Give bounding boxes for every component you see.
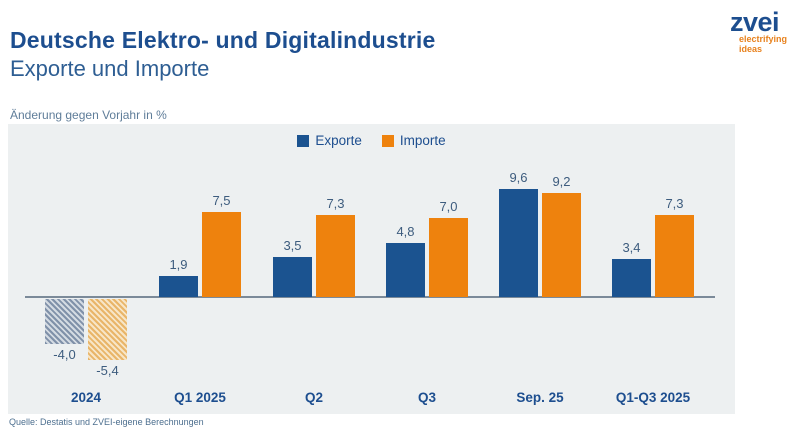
- bar-exporte-Sep. 25: [499, 189, 538, 297]
- bar-importe-Q2: [316, 215, 355, 297]
- bar-exporte-2024: [45, 299, 84, 344]
- x-axis-label-Q2: Q2: [304, 390, 323, 405]
- bar-importe-2024: [88, 299, 127, 360]
- x-axis-label-Q3: Q3: [417, 390, 436, 405]
- value-label-exporte-Q2: 3,5: [283, 238, 302, 253]
- zvei-logo-wordmark: zvei: [730, 7, 780, 37]
- zvei-tagline-line2: ideas: [739, 43, 763, 54]
- value-label-importe-Sep. 25: 9,2: [552, 174, 571, 189]
- value-label-exporte-2024: -4,0: [53, 347, 76, 362]
- x-axis-label-2024: 2024: [70, 390, 102, 405]
- value-label-exporte-Q1 2025: 1,9: [169, 257, 188, 272]
- x-axis-label-Sep. 25: Sep. 25: [516, 390, 564, 405]
- bar-importe-Q1-Q3 2025: [655, 215, 694, 297]
- value-label-importe-Q1-Q3 2025: 7,3: [665, 196, 684, 211]
- value-label-importe-Q3: 7,0: [439, 199, 458, 214]
- page-title: Deutsche Elektro- und Digitalindustrie: [10, 27, 436, 53]
- chart-panel: Exporte Importe -4,0 1,9 3,5 4,8 9,6 3,4 -5,4 7…: [8, 124, 735, 414]
- zero-axis-line: [25, 296, 715, 298]
- bar-exporte-Q3: [386, 243, 425, 297]
- zvei-logo: zvei electrifying ideas: [730, 7, 788, 54]
- source-note: Quelle: Destatis und ZVEI-eigene Berechn…: [9, 417, 204, 427]
- value-label-importe-2024: -5,4: [96, 363, 119, 378]
- legend-label-exporte: Exporte: [315, 133, 362, 148]
- value-label-exporte-Sep. 25: 9,6: [509, 170, 528, 185]
- value-label-importe-Q1 2025: 7,5: [212, 193, 231, 208]
- bar-importe-Sep. 25: [542, 193, 581, 297]
- plot-area: -4,0 1,9 3,5 4,8 9,6 3,4 -5,4 7,5 7,3 7,0 9,2 7,3 20…: [8, 124, 735, 414]
- zvei-logo-tagline: electrifying ideas: [739, 34, 788, 54]
- value-label-exporte-Q1-Q3 2025: 3,4: [622, 240, 641, 255]
- importe-swatch-icon: [381, 134, 394, 147]
- exporte-swatch-icon: [297, 134, 310, 147]
- bar-importe-Q1 2025: [202, 212, 241, 297]
- zvei-tagline-line1: electrifying: [739, 34, 788, 44]
- bar-importe-Q3: [429, 218, 468, 297]
- axis-unit-note: Änderung gegen Vorjahr in %: [10, 108, 167, 122]
- legend-item-exporte: Exporte: [297, 133, 362, 148]
- page-subtitle: Exporte und Importe: [10, 56, 210, 81]
- bar-exporte-Q1 2025: [159, 276, 198, 297]
- bar-exporte-Q2: [273, 257, 312, 297]
- legend-item-importe: Importe: [381, 133, 446, 148]
- x-axis-label-Q1 2025: Q1 2025: [174, 390, 226, 405]
- value-label-importe-Q2: 7,3: [326, 196, 345, 211]
- x-axis-label-Q1-Q3 2025: Q1-Q3 2025: [615, 390, 691, 405]
- legend-label-importe: Importe: [399, 133, 446, 148]
- chart-legend: Exporte Importe: [8, 133, 735, 148]
- bar-exporte-Q1-Q3 2025: [612, 259, 651, 297]
- value-label-exporte-Q3: 4,8: [396, 224, 415, 239]
